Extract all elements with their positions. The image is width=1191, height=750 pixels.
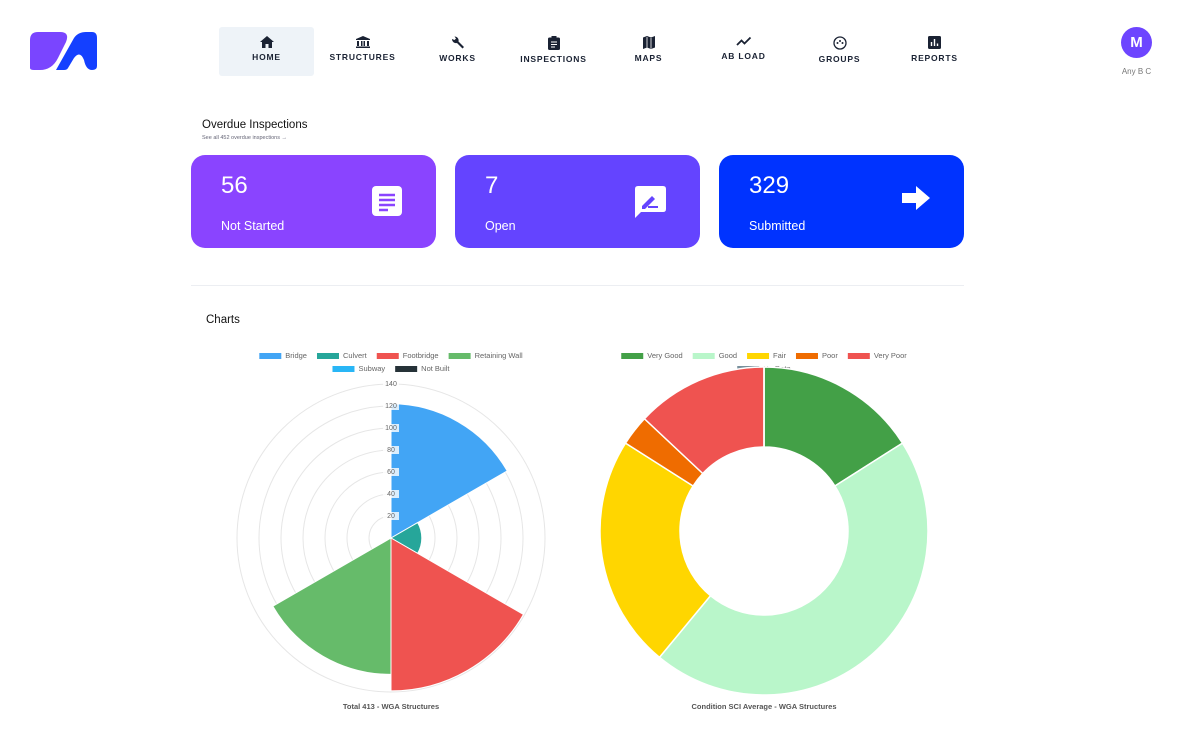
r-tick-label: 20 [387,513,395,520]
avatar[interactable]: M [1121,27,1152,58]
doughnut-slice [599,442,712,659]
card-value: 329 [749,172,790,199]
link-text: See all 452 overdue inspections [202,135,280,141]
overdue-link[interactable]: See all 452 overdue inspections → [202,135,288,141]
legend-label: Bridge [285,351,307,360]
r-tick-label: 60 [387,469,395,476]
legend-label: Poor [822,351,838,360]
tick-backdrop [383,446,399,454]
nav-home[interactable]: HOME [219,27,314,76]
nav-label: MAPS [634,53,663,63]
nav-label: AB LOAD [721,51,766,61]
user-name: Any B C [1121,67,1152,76]
tick-backdrop [383,424,399,432]
legend-swatch [621,353,644,359]
legend-label: Culvert [343,351,368,360]
nav-ab-load[interactable]: AB LOAD [696,27,791,76]
divider [191,285,964,286]
section-title: Overdue Inspections [202,119,308,131]
legend-swatch [259,353,282,359]
r-tick-label: 40 [387,491,395,498]
nav-label: STRUCTURES [329,52,396,62]
tick-backdrop [383,468,399,476]
tick-backdrop [383,402,399,410]
legend-label: Retaining Wall [475,351,523,360]
nav-label: HOME [252,52,281,62]
legend-label: Very Good [647,351,682,360]
legend-swatch [332,366,355,372]
tick-backdrop [383,512,399,520]
legend-label: Very Poor [874,351,907,360]
nav-inspections[interactable]: INSPECTIONS [506,27,601,76]
r-tick-label: 80 [387,447,395,454]
icon [372,186,402,216]
tick-backdrop [383,380,399,388]
nav-reports[interactable]: REPORTS [887,27,982,76]
legend-swatch [395,366,418,372]
tick-backdrop [383,490,399,498]
nav-label: GROUPS [818,54,861,64]
legend-label: Good [719,351,737,360]
legend-swatch [747,353,770,359]
legend-swatch [376,353,399,359]
nav-works[interactable]: WORKS [410,27,505,76]
icon [451,36,464,49]
r-tick-label: 100 [385,425,397,432]
legend-label: Fair [773,351,786,360]
icon [642,36,655,49]
legend-label: Not Built [421,364,450,373]
chart-title: Total 413 - WGA Structures [343,702,439,711]
nav-label: WORKS [439,53,476,63]
r-tick-label: 140 [385,381,397,388]
card-label: Submitted [749,219,806,233]
legend-swatch [795,353,818,359]
icon [355,36,370,48]
nav-maps[interactable]: MAPS [601,27,696,76]
nav-groups[interactable]: GROUPS [792,27,887,76]
polar-segment [272,537,392,675]
card-label: Open [485,219,516,233]
icon [902,186,930,210]
icon [735,36,751,46]
polar-segment [390,537,525,692]
card-value: 7 [485,172,499,199]
status-card[interactable]: 329 Submitted [719,155,964,248]
status-card[interactable]: 56 Not Started [191,155,436,248]
legend-swatch [448,353,471,359]
icon [928,36,941,49]
legend-label: Footbridge [403,351,439,360]
nav-label: REPORTS [911,53,958,63]
legend-swatch [316,353,339,359]
logo[interactable] [30,32,98,72]
nav-structures[interactable]: STRUCTURES [315,27,410,76]
legend-swatch [692,353,715,359]
card-label: Not Started [221,219,285,233]
doughnut-slice [658,442,929,696]
nav-label: INSPECTIONS [520,54,587,64]
icon [832,36,847,50]
legend-label: Subway [358,364,385,373]
r-tick-label: 120 [385,403,397,410]
polar-segment [390,403,508,539]
card-value: 56 [221,172,248,199]
status-card[interactable]: 7 Open [455,155,700,248]
chart-title: Condition SCI Average - WGA Structures [691,702,836,711]
section-title: Charts [206,314,240,326]
legend-swatch [847,353,870,359]
icon [547,36,560,50]
icon [259,36,274,48]
icon [635,186,666,218]
